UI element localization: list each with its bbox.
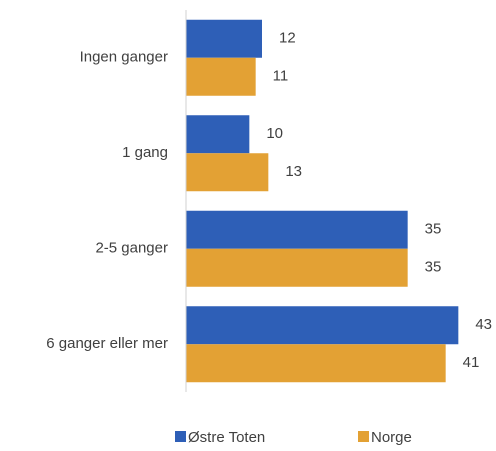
data-label: 12 bbox=[279, 30, 296, 47]
y-tick-label: 6 ganger eller mer bbox=[46, 335, 168, 352]
data-label: 10 bbox=[266, 125, 283, 142]
y-tick-label: 2-5 ganger bbox=[95, 240, 168, 257]
bar bbox=[186, 248, 408, 287]
legend-label: Østre Toten bbox=[188, 429, 265, 446]
bar bbox=[186, 210, 408, 249]
data-label: 43 bbox=[475, 316, 492, 333]
data-label: 35 bbox=[425, 221, 442, 238]
data-label: 11 bbox=[273, 68, 289, 85]
legend-swatch bbox=[358, 431, 369, 442]
bar bbox=[186, 115, 250, 154]
y-tick-label: Ingen ganger bbox=[80, 49, 168, 66]
data-label: 35 bbox=[425, 259, 442, 276]
bar bbox=[186, 344, 446, 383]
data-label: 13 bbox=[285, 163, 302, 180]
legend-label: Norge bbox=[371, 429, 412, 446]
legend-swatch bbox=[175, 431, 186, 442]
bar bbox=[186, 306, 459, 345]
bar bbox=[186, 57, 256, 96]
bar bbox=[186, 19, 262, 58]
data-label: 41 bbox=[463, 354, 480, 371]
bar bbox=[186, 153, 269, 192]
y-tick-label: 1 gang bbox=[122, 144, 168, 161]
